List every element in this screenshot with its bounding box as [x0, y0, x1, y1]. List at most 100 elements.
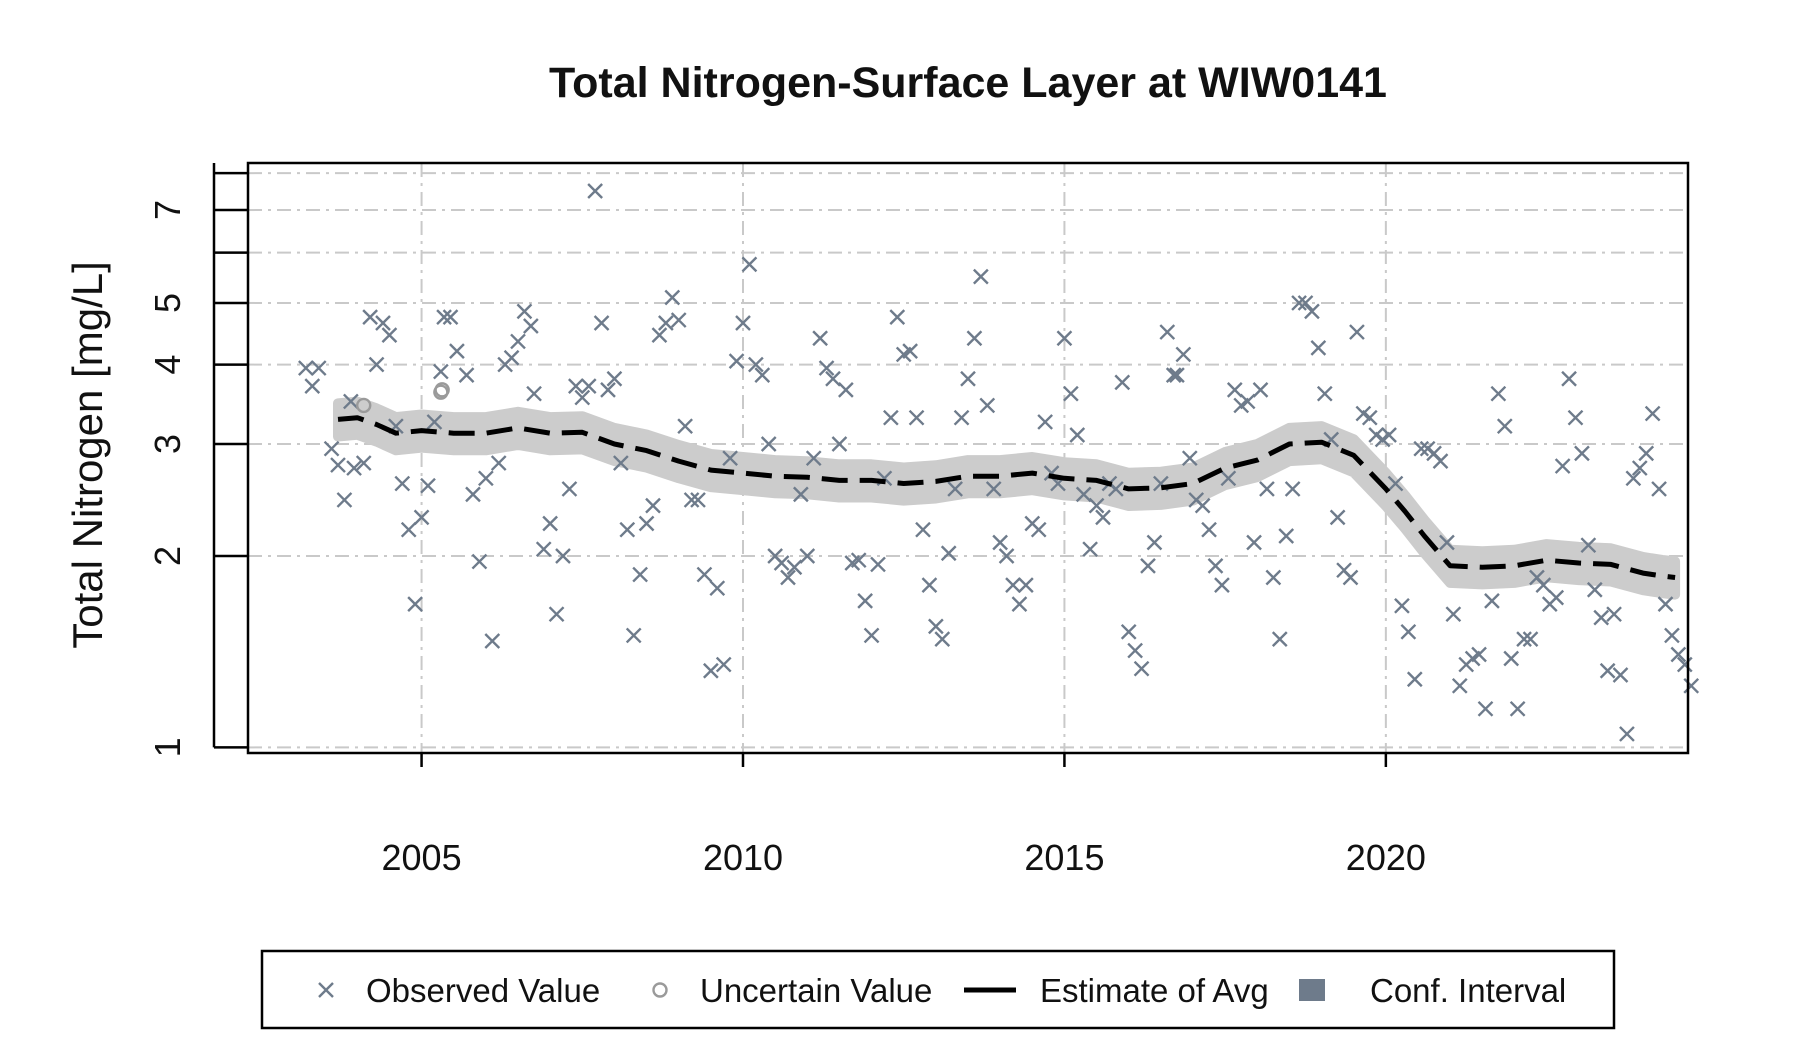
observed-point: [310, 360, 327, 376]
uncertain-point: [356, 397, 372, 414]
observed-point: [1146, 534, 1163, 551]
observed-point: [664, 289, 681, 306]
observed-point: [850, 552, 867, 569]
observed-point: [625, 627, 642, 644]
observed-point: [449, 343, 465, 359]
observed-point: [1194, 497, 1211, 514]
observed-point: [1606, 606, 1622, 623]
observed-point: [442, 309, 459, 325]
observed-point: [1120, 623, 1137, 640]
x-tick-label: 2010: [703, 837, 783, 878]
observed-point: [722, 450, 738, 467]
observed-point: [1226, 382, 1243, 398]
observed-point: [1207, 557, 1224, 574]
legend-box: [260, 949, 1616, 1030]
observed-point: [1082, 541, 1098, 558]
observed-point: [1201, 521, 1217, 538]
observed-point: [606, 370, 623, 387]
observed-point: [818, 360, 835, 376]
observed-point: [748, 356, 764, 373]
observed-point: [1574, 445, 1590, 462]
observed-point: [690, 492, 706, 508]
y-axis: 1 2 3 4 5 7: [147, 163, 248, 757]
observed-point: [966, 330, 983, 347]
observed-point: [728, 353, 745, 370]
observed-point: [703, 662, 719, 679]
observed-point: [696, 566, 713, 583]
observed-point: [619, 521, 636, 538]
observed-point: [831, 436, 848, 452]
observed-point: [1381, 427, 1397, 443]
observed-point: [1088, 497, 1105, 514]
observed-point: [1387, 475, 1404, 492]
y-tick-label: 7: [147, 200, 188, 220]
observed-point: [921, 577, 938, 593]
observed-point: [1638, 445, 1655, 462]
observed-point: [1522, 631, 1539, 648]
observed-point: [1214, 577, 1230, 593]
observed-point: [870, 556, 886, 573]
observed-point: [1619, 726, 1635, 742]
observed-point: [786, 559, 803, 576]
observed-point: [1644, 405, 1661, 422]
legend: Observed Value Uncertain Value Estimate of…: [260, 949, 1616, 1030]
observed-point: [812, 330, 828, 347]
observed-point: [1625, 470, 1642, 487]
observed-point: [1503, 650, 1520, 667]
observed-point: [1567, 409, 1584, 426]
observed-point: [677, 418, 693, 435]
observed-point: [1127, 642, 1143, 659]
observed-point: [940, 545, 957, 562]
observed-point: [465, 486, 481, 503]
observed-point: [825, 370, 841, 387]
observed-point: [1670, 646, 1687, 663]
legend-conf-icon: [1299, 979, 1325, 1001]
legend-uncertain-icon: [652, 982, 668, 998]
observed-point: [420, 477, 436, 494]
observed-point: [1159, 324, 1176, 340]
observed-point: [458, 367, 475, 383]
observed-point: [1631, 460, 1648, 476]
observed-point: [1018, 577, 1034, 593]
observed-point: [526, 385, 542, 402]
observed-point: [1114, 374, 1131, 391]
observed-point: [298, 360, 314, 376]
observed-point: [1676, 656, 1693, 673]
observed-point: [709, 580, 726, 597]
y-tick-label: 5: [147, 293, 188, 313]
observed-point: [741, 256, 758, 273]
legend-label: Uncertain Value: [700, 972, 932, 1009]
uncertain-points: [356, 382, 450, 414]
observed-point: [1451, 677, 1468, 694]
observed-point: [304, 378, 321, 394]
observed-point: [1265, 569, 1282, 586]
x-axis: 2005 2010 2015 2020: [382, 753, 1426, 878]
observed-point: [600, 382, 616, 398]
observed-point: [542, 515, 558, 532]
observed-point: [355, 455, 372, 471]
observed-point: [1445, 606, 1462, 623]
observed-point: [1037, 414, 1053, 430]
observed-point: [992, 534, 1008, 551]
observed-point: [394, 475, 411, 492]
observed-point: [523, 318, 539, 334]
legend-label: Observed Value: [366, 972, 600, 1009]
observed-point: [555, 548, 571, 564]
observed-point: [561, 481, 578, 497]
x-tick-label: 2020: [1346, 837, 1426, 878]
chart-title: Total Nitrogen-Surface Layer at WIW0141: [549, 59, 1387, 107]
observed-point: [613, 455, 629, 471]
observed-point: [400, 521, 417, 538]
observed-point: [1063, 385, 1079, 402]
observed-point: [1599, 662, 1616, 679]
confidence-band: [333, 396, 1681, 600]
observed-point: [1554, 458, 1571, 474]
observed-point: [1252, 382, 1269, 398]
observed-point: [1593, 609, 1610, 626]
observed-point: [1297, 295, 1314, 311]
observed-point: [973, 268, 989, 285]
y-tick-label: 4: [147, 355, 188, 375]
observed-point: [1548, 589, 1565, 606]
observed-point: [503, 349, 520, 366]
observed-point: [436, 309, 452, 325]
